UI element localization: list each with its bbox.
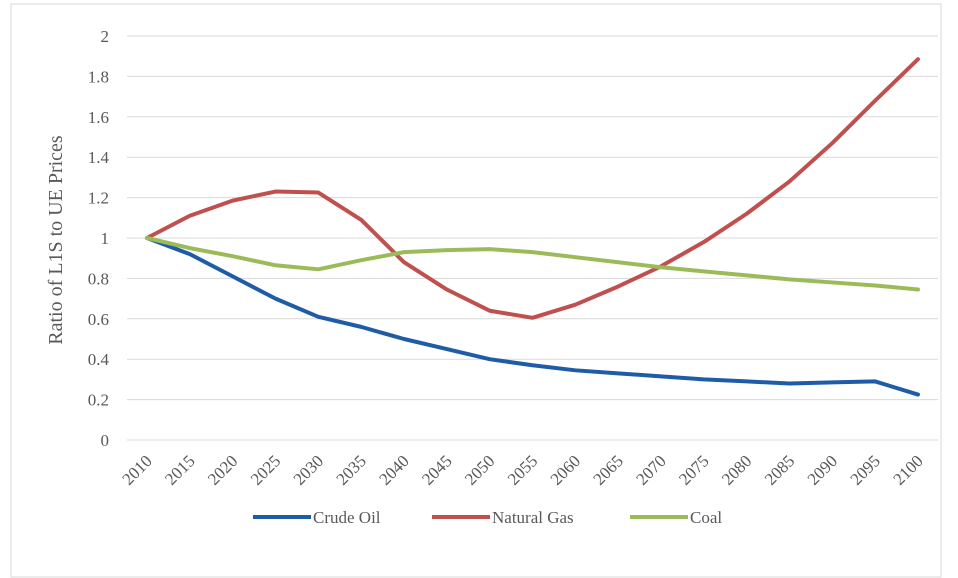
y-tick-label: 0.6: [88, 310, 109, 329]
legend-label: Natural Gas: [492, 508, 574, 527]
y-axis-label: Ratio of L1S to UE Prices: [45, 135, 67, 345]
y-tick-label: 2: [101, 27, 110, 46]
legend-label: Coal: [690, 508, 722, 527]
x-tick-label: 2060: [547, 451, 584, 488]
y-tick-label: 1.6: [88, 108, 109, 127]
line: [145, 57, 920, 320]
x-tick-label: 2025: [247, 451, 284, 488]
y-tick-label: 0.8: [88, 269, 109, 288]
x-tick-label: 2030: [290, 451, 327, 488]
x-tick-label: 2035: [333, 451, 370, 488]
x-tick-label: 2045: [418, 451, 455, 488]
x-tick-label: 2020: [204, 451, 241, 488]
x-tick-label: 2065: [590, 451, 627, 488]
chart-border: [10, 3, 942, 578]
y-tick-label: 1.2: [88, 189, 109, 208]
line: [145, 236, 920, 397]
x-tick-label: 2070: [632, 451, 669, 488]
y-tick-label: 1.4: [88, 148, 110, 167]
y-tick-label: 1.8: [88, 67, 109, 86]
legend-label: Crude Oil: [313, 508, 381, 527]
x-tick-label: 2015: [161, 451, 198, 488]
y-tick-label: 0.4: [88, 350, 110, 369]
line: [145, 236, 920, 292]
x-tick-label: 2055: [504, 451, 541, 488]
y-tick-label: 1: [101, 229, 110, 248]
x-tick-label: 2085: [761, 451, 798, 488]
x-tick-label: 2080: [718, 451, 755, 488]
x-tick-label: 2090: [804, 451, 841, 488]
x-tick-label: 2040: [375, 451, 412, 488]
x-tick-label: 2075: [675, 451, 712, 488]
x-tick-label: 2050: [461, 451, 498, 488]
x-tick-label: 2010: [118, 451, 155, 488]
y-tick-label: 0: [101, 431, 110, 450]
x-tick-label: 2100: [889, 451, 926, 488]
x-tick-label: 2095: [847, 451, 884, 488]
y-tick-label: 0.2: [88, 391, 109, 410]
